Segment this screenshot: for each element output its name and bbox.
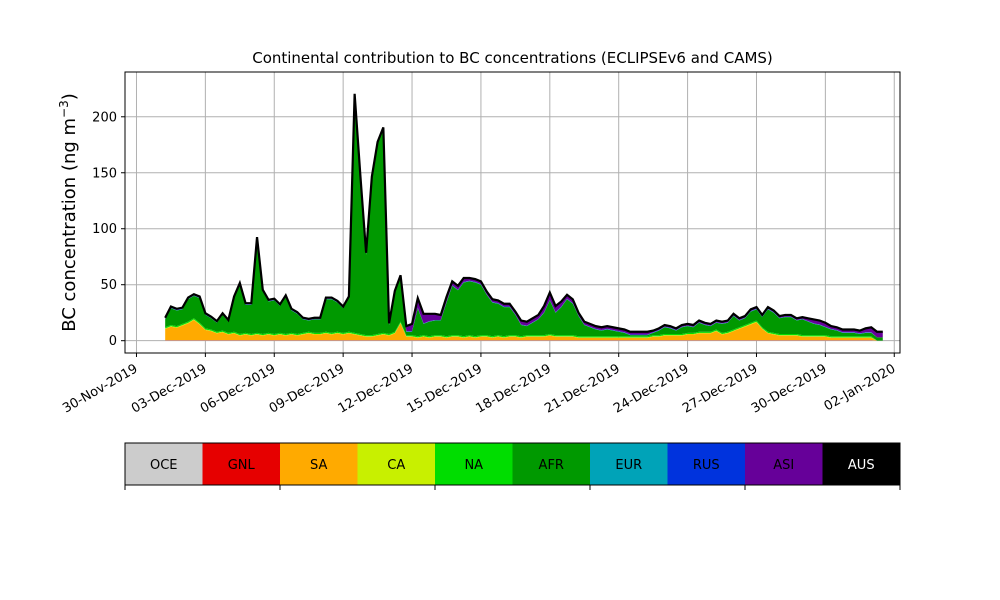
- y-tick-label: 200: [92, 110, 117, 125]
- legend-frame: [124, 442, 901, 486]
- area-series-sa: [165, 319, 883, 341]
- legend-label-gnl: GNL: [228, 458, 256, 473]
- y-axis-label-sup: −3: [57, 100, 71, 118]
- legend-swatch-gnl: [202, 443, 280, 485]
- legend-label-rus: RUS: [693, 458, 720, 473]
- axes-frame: [124, 71, 901, 354]
- y-tick-label: 100: [92, 222, 117, 237]
- area-layer: [165, 93, 883, 341]
- legend-label-oce: OCE: [150, 458, 178, 473]
- legend-label-afr: AFR: [539, 458, 564, 473]
- y-axis-label-main: BC concentration (ng m: [59, 118, 80, 332]
- area-series-gnl: [165, 340, 883, 341]
- legend-swatch-afr: [512, 443, 590, 485]
- legend-label-aus: AUS: [848, 458, 875, 473]
- legend-swatch-aus: [822, 443, 900, 485]
- legend-label-asi: ASI: [773, 458, 794, 473]
- area-series-afr: [165, 95, 883, 341]
- y-tick-label: 150: [92, 166, 117, 181]
- y-axis-label-close: ): [59, 93, 80, 100]
- legend-label-ca: CA: [387, 458, 405, 473]
- legend-swatch-asi: [745, 443, 823, 485]
- legend-swatch-rus: [667, 443, 745, 485]
- area-series-na: [165, 318, 883, 341]
- y-axis-label: BC concentration (ng m−3): [57, 93, 80, 332]
- legend-swatch-ca: [357, 443, 435, 485]
- legend-label-eur: EUR: [615, 458, 642, 473]
- y-tick-label: 0: [109, 334, 117, 349]
- total-outline-line: [164, 93, 883, 333]
- legend-swatch-sa: [280, 443, 358, 485]
- y-tick-label: 50: [100, 278, 117, 293]
- legend-colorbar: OCE GNL SA CA NA AFR EUR RUS ASI AUS: [124, 442, 901, 490]
- legend-label-na: NA: [464, 458, 483, 473]
- legend-label-sa: SA: [310, 458, 327, 473]
- legend-swatch-eur: [590, 443, 668, 485]
- legend-swatch-na: [435, 443, 513, 485]
- chart-title: Continental contribution to BC concentra…: [252, 49, 773, 67]
- legend-swatch-oce: [125, 443, 203, 485]
